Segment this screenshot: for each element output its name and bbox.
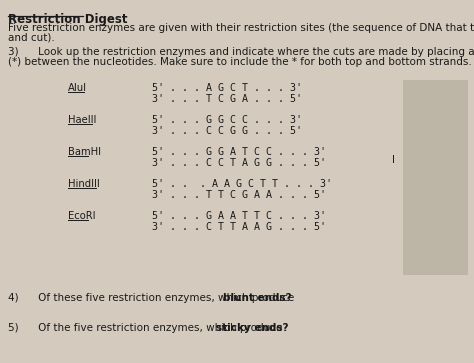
FancyBboxPatch shape xyxy=(403,80,468,275)
Text: BamHI: BamHI xyxy=(68,147,101,157)
Text: 3' . . . C C T A G G . . . 5': 3' . . . C C T A G G . . . 5' xyxy=(152,159,326,168)
Text: HindIII: HindIII xyxy=(68,179,100,189)
Text: EcoRI: EcoRI xyxy=(68,211,95,221)
Text: Five restriction enzymes are given with their restriction sites (the sequence of: Five restriction enzymes are given with … xyxy=(8,23,474,33)
Text: 3' . . . C T T A A G . . . 5': 3' . . . C T T A A G . . . 5' xyxy=(152,223,326,232)
Text: I: I xyxy=(392,155,395,165)
Text: Restriction Digest: Restriction Digest xyxy=(8,13,128,26)
Text: blunt ends?: blunt ends? xyxy=(223,293,292,303)
Text: (*) between the nucleotides. Make sure to include the * for both top and bottom : (*) between the nucleotides. Make sure t… xyxy=(8,57,472,67)
Text: 5' . .  . A A G C T T . . . 3': 5' . . . A A G C T T . . . 3' xyxy=(152,179,332,189)
Text: HaeIII: HaeIII xyxy=(68,115,96,125)
Text: 5' . . . G G A T C C . . . 3': 5' . . . G G A T C C . . . 3' xyxy=(152,147,326,157)
Text: 3' . . . T C G A . . . 5': 3' . . . T C G A . . . 5' xyxy=(152,94,302,105)
Text: sticky ends?: sticky ends? xyxy=(216,323,288,333)
Text: AluI: AluI xyxy=(68,83,87,93)
Text: 3)      Look up the restriction enzymes and indicate where the cuts are made by : 3) Look up the restriction enzymes and i… xyxy=(8,47,474,57)
Text: 5' . . . G A A T T C . . . 3': 5' . . . G A A T T C . . . 3' xyxy=(152,211,326,221)
Text: 5)      Of the five restriction enzymes, which produce: 5) Of the five restriction enzymes, whic… xyxy=(8,323,286,333)
Text: and cut).: and cut). xyxy=(8,33,55,43)
Text: 5' . . . G G C C . . . 3': 5' . . . G G C C . . . 3' xyxy=(152,115,302,125)
Text: 3' . . . C C G G . . . 5': 3' . . . C C G G . . . 5' xyxy=(152,126,302,136)
Text: 3' . . . T T C G A A . . . 5': 3' . . . T T C G A A . . . 5' xyxy=(152,191,326,200)
Text: 5' . . . A G C T . . . 3': 5' . . . A G C T . . . 3' xyxy=(152,83,302,93)
Text: 4)      Of these five restriction enzymes, which produce: 4) Of these five restriction enzymes, wh… xyxy=(8,293,298,303)
